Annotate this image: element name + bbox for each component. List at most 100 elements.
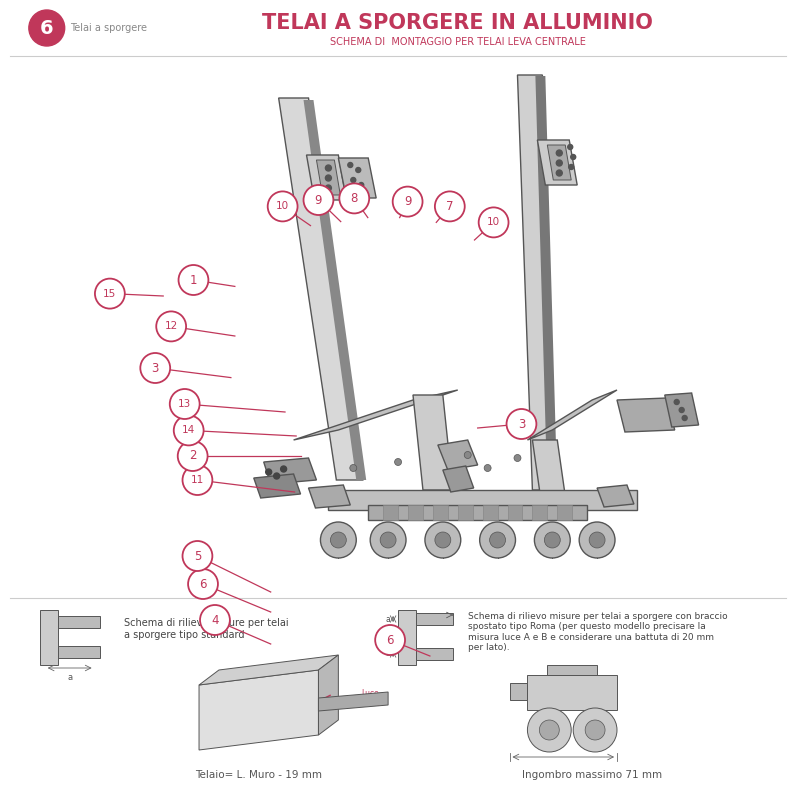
- Circle shape: [178, 265, 208, 295]
- Polygon shape: [199, 655, 338, 685]
- Circle shape: [326, 185, 331, 191]
- Text: 12: 12: [165, 322, 178, 331]
- Circle shape: [579, 522, 615, 558]
- Polygon shape: [398, 610, 416, 665]
- Circle shape: [174, 415, 204, 446]
- Text: 9: 9: [404, 195, 411, 208]
- Polygon shape: [510, 683, 527, 700]
- Polygon shape: [318, 655, 338, 735]
- Text: 10: 10: [487, 218, 500, 227]
- Circle shape: [326, 165, 331, 171]
- Text: a: a: [67, 673, 72, 682]
- Text: 1: 1: [190, 274, 198, 286]
- Polygon shape: [329, 490, 637, 510]
- Circle shape: [156, 311, 186, 342]
- Circle shape: [29, 10, 65, 46]
- Circle shape: [556, 150, 562, 156]
- Circle shape: [393, 186, 422, 217]
- Circle shape: [544, 532, 560, 548]
- Circle shape: [574, 708, 617, 752]
- Text: SCHEMA DI  MONTAGGIO PER TELAI LEVA CENTRALE: SCHEMA DI MONTAGGIO PER TELAI LEVA CENTR…: [330, 37, 586, 47]
- Circle shape: [321, 522, 356, 558]
- Circle shape: [350, 178, 356, 182]
- Polygon shape: [533, 440, 567, 510]
- Text: 14: 14: [182, 426, 195, 435]
- Text: Schema di rilievo misure per telai a sporgere con braccio
spostato tipo Roma (pe: Schema di rilievo misure per telai a spo…: [468, 612, 727, 652]
- Circle shape: [506, 409, 536, 439]
- Circle shape: [370, 522, 406, 558]
- Text: 8: 8: [350, 192, 358, 205]
- Text: 11: 11: [191, 475, 204, 485]
- Polygon shape: [264, 458, 317, 484]
- Polygon shape: [278, 98, 363, 480]
- Polygon shape: [318, 692, 388, 711]
- Text: 4: 4: [211, 614, 218, 626]
- Circle shape: [274, 473, 280, 479]
- Circle shape: [435, 191, 465, 222]
- Polygon shape: [58, 646, 99, 658]
- Polygon shape: [535, 76, 558, 490]
- Polygon shape: [40, 610, 58, 665]
- Circle shape: [348, 162, 353, 167]
- Text: 6: 6: [40, 18, 54, 38]
- Polygon shape: [527, 675, 617, 710]
- Circle shape: [358, 182, 364, 187]
- Polygon shape: [665, 393, 698, 427]
- Polygon shape: [383, 505, 398, 520]
- Text: 6: 6: [199, 578, 206, 590]
- Text: 6: 6: [386, 634, 394, 646]
- Polygon shape: [254, 474, 301, 498]
- Circle shape: [556, 160, 562, 166]
- Circle shape: [170, 389, 200, 419]
- Polygon shape: [507, 505, 522, 520]
- Circle shape: [356, 167, 361, 173]
- Polygon shape: [617, 398, 674, 432]
- Circle shape: [303, 185, 334, 215]
- Circle shape: [200, 605, 230, 635]
- Polygon shape: [416, 648, 453, 660]
- Circle shape: [268, 191, 298, 222]
- Polygon shape: [408, 505, 423, 520]
- Circle shape: [375, 625, 405, 655]
- Text: Ingombro massimo 71 mm: Ingombro massimo 71 mm: [522, 770, 662, 780]
- Circle shape: [394, 458, 402, 466]
- Polygon shape: [538, 140, 577, 185]
- Polygon shape: [338, 158, 376, 198]
- Polygon shape: [413, 395, 453, 490]
- Text: 15: 15: [103, 289, 117, 298]
- Text: Luce: Luce: [362, 690, 379, 698]
- Circle shape: [435, 532, 451, 548]
- Circle shape: [679, 407, 684, 413]
- Polygon shape: [416, 613, 453, 625]
- Polygon shape: [317, 160, 340, 195]
- Text: 10: 10: [276, 202, 289, 211]
- Circle shape: [480, 522, 515, 558]
- Circle shape: [490, 532, 506, 548]
- Circle shape: [281, 466, 286, 472]
- Text: Schema di rilievo misure per telai
a sporgere tipo standard: Schema di rilievo misure per telai a spo…: [124, 618, 289, 640]
- Polygon shape: [518, 75, 555, 490]
- Polygon shape: [597, 485, 634, 507]
- Circle shape: [266, 469, 272, 475]
- Polygon shape: [547, 145, 571, 180]
- Circle shape: [188, 569, 218, 599]
- Polygon shape: [368, 505, 587, 520]
- Circle shape: [478, 207, 509, 238]
- Circle shape: [182, 541, 212, 571]
- Circle shape: [178, 441, 207, 471]
- Polygon shape: [558, 505, 572, 520]
- Polygon shape: [433, 505, 448, 520]
- Circle shape: [484, 465, 491, 471]
- Circle shape: [326, 175, 331, 181]
- Circle shape: [182, 465, 212, 495]
- Text: 3: 3: [151, 362, 159, 374]
- Circle shape: [464, 451, 471, 458]
- Polygon shape: [547, 665, 597, 675]
- Circle shape: [585, 720, 605, 740]
- Text: 5: 5: [194, 550, 201, 562]
- Circle shape: [514, 454, 521, 462]
- Circle shape: [570, 154, 576, 159]
- Circle shape: [339, 183, 370, 214]
- Circle shape: [140, 353, 170, 383]
- Text: a: a: [386, 614, 390, 623]
